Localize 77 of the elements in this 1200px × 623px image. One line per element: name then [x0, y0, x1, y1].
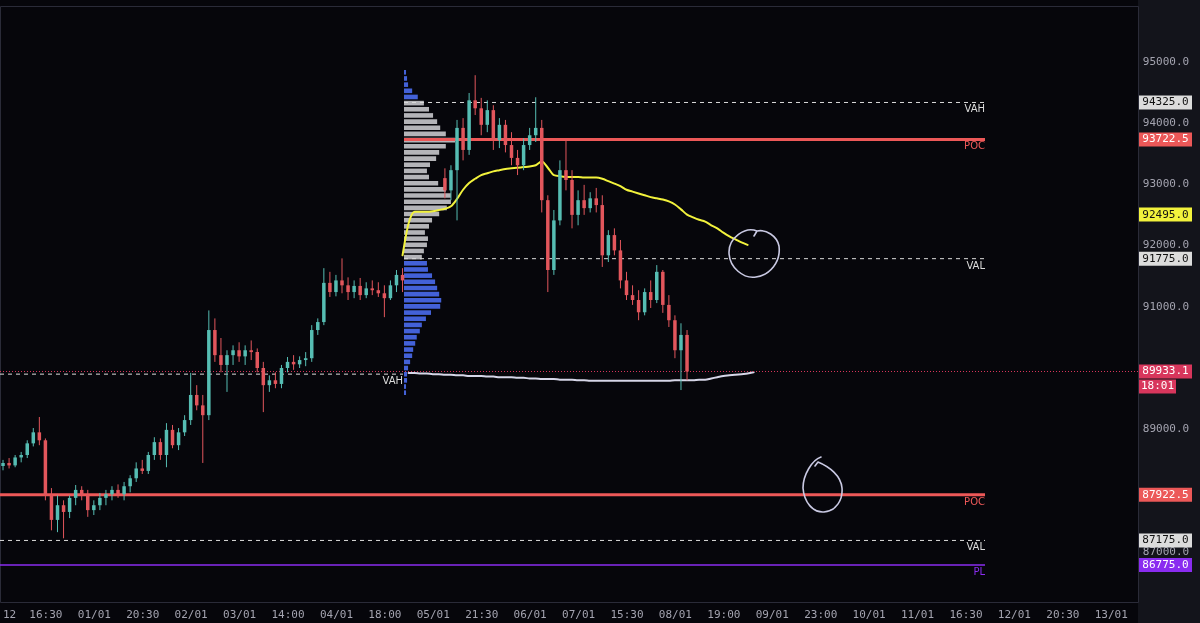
x-tick-label: 20:30 [1046, 607, 1080, 621]
candlestick [122, 481, 126, 501]
text: 18:01 [1140, 379, 1175, 393]
candlestick [346, 276, 350, 301]
x-tick-label: 13/01 [1094, 607, 1128, 621]
candlestick [473, 74, 477, 116]
y-tick-label: 94325.0 [1142, 95, 1189, 109]
candlestick [679, 322, 683, 391]
candlestick [134, 461, 138, 483]
x-tick-label: 02/01 [174, 607, 208, 621]
y-tick-label: 93722.5 [1142, 132, 1189, 146]
candlestick [110, 485, 114, 501]
candlestick [352, 279, 356, 299]
candlestick [1, 459, 5, 471]
candlestick [231, 344, 235, 366]
y-tick-label: 87175.0 [1142, 533, 1189, 547]
x-tick-label: 20:30 [126, 607, 160, 621]
x-tick-label: 15:30 [610, 607, 644, 621]
ref-line-label: VAH [964, 103, 985, 115]
x-tick-label: 04/01 [319, 607, 354, 621]
x-tick-label: 06/01 [513, 607, 547, 621]
candlestick [225, 349, 229, 393]
ref-line-label: VAL [966, 259, 986, 271]
x-tick-label: 11/01 [901, 607, 935, 621]
ref-line-label: VAH [382, 375, 403, 387]
candlestick [237, 341, 241, 363]
y-tick-label: 92495.0 [1142, 207, 1189, 221]
candlestick [340, 257, 344, 294]
candlestick [98, 492, 102, 511]
x-tick-label: 08/01 [658, 607, 692, 621]
x-tick-label: 12/01 [997, 607, 1031, 621]
y-tick-label: 93000.0 [1142, 177, 1190, 191]
x-tick-label: 19:00 [707, 607, 741, 621]
x-tick-label: 01/01 [77, 607, 111, 621]
x-tick-label: 12 [2, 607, 17, 621]
x-tick-label: 03/01 [223, 607, 257, 621]
x-tick-label: 07/01 [562, 607, 596, 621]
y-tick-label: 89933.1 [1142, 364, 1189, 378]
candlestick [582, 184, 586, 216]
y-tick-label: 94000.0 [1142, 115, 1190, 129]
candlestick [328, 271, 332, 298]
candlestick [449, 164, 453, 201]
y-tick-label: 92000.0 [1142, 238, 1190, 252]
candlestick [219, 337, 223, 373]
candlestick [479, 97, 483, 136]
candlestick [249, 339, 253, 361]
x-tick-label: 21:30 [465, 607, 499, 621]
candlestick [594, 187, 598, 213]
candlestick [128, 474, 132, 493]
candlestick [201, 394, 205, 464]
x-tick-label: 16:30 [29, 607, 63, 621]
x-tick-label: 16:30 [949, 607, 983, 621]
candlestick [576, 189, 580, 226]
x-tick-label: 05/01 [416, 607, 450, 621]
y-tick-label: 87922.5 [1142, 487, 1189, 501]
y-tick-label: 86775.0 [1142, 557, 1189, 571]
candlestick [104, 489, 108, 506]
x-tick-label: 14:00 [271, 607, 305, 621]
y-tick-label: 91000.0 [1142, 299, 1190, 313]
candlestick [443, 167, 447, 199]
ref-line-label: PL [973, 565, 986, 577]
x-tick-label: 18:00 [368, 607, 402, 621]
y-tick-label: 91775.0 [1142, 251, 1189, 265]
candlestick [667, 294, 671, 328]
candlestick [334, 274, 338, 297]
ref-line-label: POC [964, 140, 986, 152]
candlestick [243, 344, 247, 366]
x-tick-label: 09/01 [755, 607, 789, 621]
candlestick [588, 191, 592, 213]
ref-line-label: POC [964, 495, 986, 507]
y-tick-label: 89000.0 [1142, 422, 1190, 436]
x-tick-label: 10/01 [852, 607, 886, 621]
y-tick-label: 87000.0 [1142, 544, 1190, 558]
y-tick-label: 95000.0 [1142, 54, 1190, 68]
candlestick [358, 277, 362, 301]
ref-line-label: VAL [966, 541, 986, 553]
x-tick-label: 23:00 [804, 607, 838, 621]
